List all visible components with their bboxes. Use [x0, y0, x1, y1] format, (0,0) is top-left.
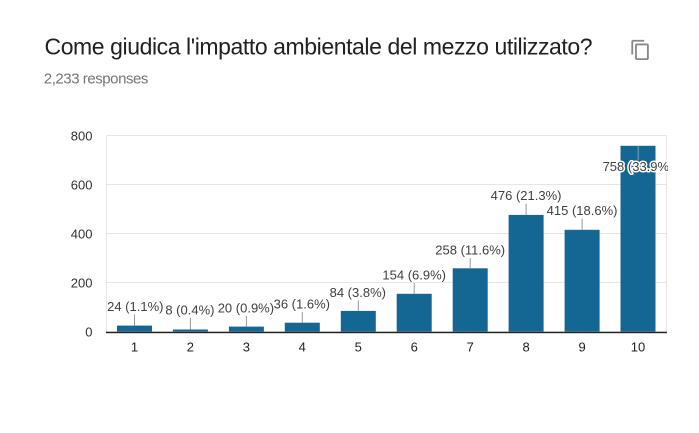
svg-text:200: 200 [71, 276, 93, 291]
svg-text:6: 6 [411, 340, 418, 355]
svg-text:36 (1.6%): 36 (1.6%) [274, 297, 330, 312]
svg-text:600: 600 [71, 178, 93, 193]
svg-text:0: 0 [85, 325, 92, 340]
svg-text:5: 5 [355, 340, 362, 355]
svg-text:8 (0.4%): 8 (0.4%) [165, 303, 214, 318]
svg-text:84 (3.8%): 84 (3.8%) [330, 285, 386, 300]
svg-text:758 (33.9%): 758 (33.9%) [603, 159, 674, 174]
svg-text:258 (11.6%): 258 (11.6%) [435, 243, 505, 258]
svg-text:7: 7 [467, 340, 474, 355]
svg-text:9: 9 [578, 340, 585, 355]
svg-text:415 (18.6%): 415 (18.6%) [547, 203, 618, 218]
svg-text:20 (0.9%): 20 (0.9%) [218, 301, 274, 316]
svg-text:4: 4 [299, 340, 306, 355]
svg-text:Come giudica l'impatto ambient: Come giudica l'impatto ambientale del me… [45, 34, 593, 60]
svg-text:476 (21.3%): 476 (21.3%) [491, 188, 562, 203]
svg-text:2: 2 [187, 340, 194, 355]
svg-text:24 (1.1%): 24 (1.1%) [107, 299, 163, 314]
svg-text:154 (6.9%): 154 (6.9%) [382, 268, 446, 283]
svg-text:10: 10 [631, 340, 645, 355]
svg-text:8: 8 [522, 340, 529, 355]
svg-text:800: 800 [71, 129, 93, 144]
svg-text:400: 400 [71, 227, 93, 242]
svg-text:2,233 responses: 2,233 responses [44, 70, 148, 87]
svg-text:1: 1 [131, 340, 138, 355]
svg-text:3: 3 [243, 340, 250, 355]
